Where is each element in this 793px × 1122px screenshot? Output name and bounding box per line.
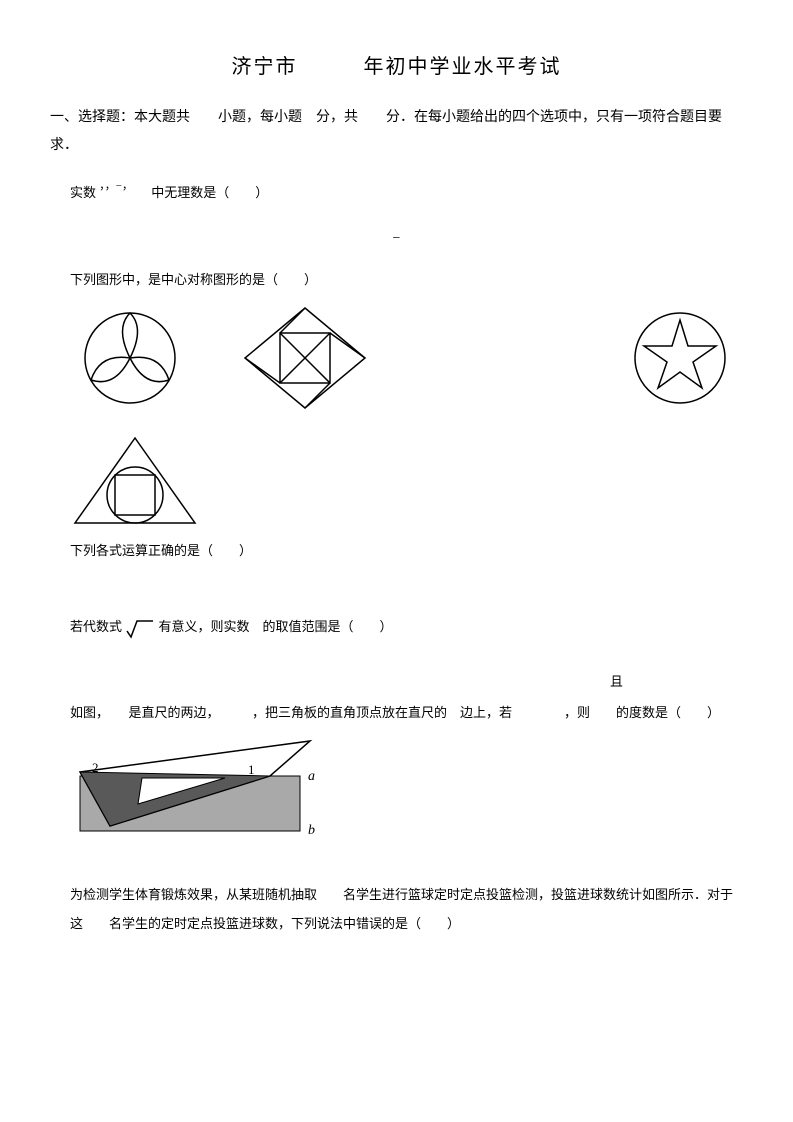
q1-text: 中无理数是（ ） <box>151 185 268 200</box>
question-5: 如图， 是直尺的两边， ，把三角板的直角顶点放在直尺的 边上，若 ，则 的度数是… <box>50 700 743 726</box>
exam-title: 济宁市 年初中学业水平考试 <box>50 50 743 79</box>
section-header: 一、选择题：本大题共 小题，每小题 分，共 分．在每小题给出的四个选项中，只有一… <box>50 104 743 160</box>
q4-prefix: 若代数式 <box>70 619 122 634</box>
q1-prefix: 实数 <box>70 185 96 200</box>
q4-text: 有意义，则实数 的取值范围是（ ） <box>159 619 393 634</box>
shapes-row-2 <box>50 433 743 528</box>
shapes-row-1 <box>50 303 743 413</box>
question-6: 为检测学生体育锻炼效果，从某班随机抽取 名学生进行篮球定时定点投篮检测，投篮进球… <box>50 881 743 938</box>
shape-triangle-square <box>70 433 200 528</box>
shape-star-circle <box>630 308 730 408</box>
question-4: 若代数式 有意义，则实数 的取值范围是（ ） <box>50 614 743 641</box>
question-2: 下列图形中，是中心对称图形的是（ ） <box>50 267 743 293</box>
sqrt-icon <box>125 615 155 641</box>
question-3: 下列各式运算正确的是（ ） <box>50 538 743 564</box>
label-b: b <box>308 823 315 838</box>
dash-mark: − <box>50 231 743 247</box>
label-1: 1 <box>248 762 255 777</box>
q5-right-text: 且 <box>50 671 743 690</box>
q1-superscript: ，，−， <box>99 180 133 192</box>
label-2: 2 <box>92 760 99 775</box>
shape-circle-leaf <box>80 308 180 408</box>
shape-square-diamond <box>240 303 370 413</box>
label-a: a <box>308 769 315 784</box>
question-1: 实数 ，，−， 中无理数是（ ） <box>50 180 743 206</box>
triangle-ruler-diagram: 2 1 a b <box>50 736 743 851</box>
